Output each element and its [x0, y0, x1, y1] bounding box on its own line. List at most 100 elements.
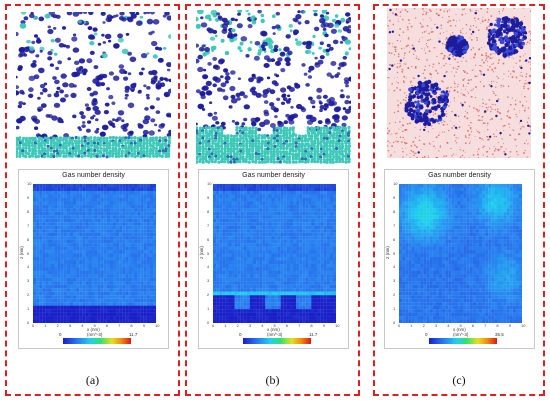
- density-cell: [320, 274, 324, 278]
- density-cell: [271, 208, 275, 212]
- density-cell: [112, 267, 117, 271]
- density-cell: [314, 263, 318, 268]
- gas-molecule: [285, 99, 291, 104]
- wall-atom: [223, 136, 227, 140]
- wall-atom: [154, 136, 158, 140]
- gas-molecule: [125, 123, 129, 126]
- density-cell: [91, 246, 95, 251]
- density-cell: [286, 232, 290, 237]
- density-cell: [119, 218, 123, 223]
- density-cell: [79, 246, 83, 251]
- wall-atom: [39, 141, 43, 145]
- density-cell: [63, 298, 67, 303]
- density-cell: [97, 291, 101, 296]
- wall-atom: [67, 143, 71, 147]
- density-cell: [79, 232, 83, 237]
- wall-atom: [285, 160, 289, 164]
- gas-molecule: [317, 120, 323, 125]
- density-cell: [240, 309, 244, 313]
- density-cell: [109, 201, 114, 205]
- density-cell: [259, 291, 263, 296]
- wall-atom: [56, 152, 60, 156]
- density-cell: [146, 295, 150, 299]
- density-cell: [72, 246, 77, 251]
- density-cell: [51, 295, 55, 299]
- wall-atom: [229, 152, 233, 156]
- density-cell: [72, 277, 77, 282]
- density-cell: [280, 298, 284, 303]
- density-cell: [240, 316, 244, 320]
- density-cell: [249, 187, 254, 192]
- density-cell: [94, 298, 98, 303]
- wall-atom: [95, 146, 100, 150]
- density-cell: [152, 302, 156, 306]
- density-cell: [131, 267, 135, 271]
- density-cell: [280, 232, 284, 237]
- density-cell: [134, 187, 138, 192]
- gas-molecule: [84, 103, 89, 107]
- wall-atom: [334, 144, 339, 148]
- wall-atom: [111, 154, 115, 158]
- density-cell: [69, 239, 74, 244]
- gas-molecule-light: [237, 46, 242, 50]
- density-cell: [51, 284, 55, 289]
- gas-molecule: [228, 105, 233, 109]
- density-cell: [48, 256, 52, 261]
- density-cell: [91, 208, 95, 212]
- density-cell: [48, 263, 52, 268]
- density-cell: [222, 302, 226, 306]
- density-cell: [125, 270, 129, 275]
- density-cell: [63, 190, 67, 195]
- density-cell: [302, 190, 306, 195]
- density-cell: [274, 309, 278, 313]
- gas-molecule: [101, 33, 105, 37]
- density-cell: [240, 187, 244, 192]
- density-cell: [131, 194, 135, 199]
- density-cell: [219, 222, 223, 226]
- density-cell: [122, 232, 126, 237]
- density-cell: [36, 239, 40, 244]
- density-cell: [109, 319, 114, 323]
- density-cell: [259, 190, 263, 195]
- density-cell: [311, 246, 315, 251]
- density-cell: [76, 319, 80, 323]
- density-cell: [222, 288, 226, 292]
- density-cell: [140, 263, 144, 268]
- wall-atom: [196, 157, 199, 161]
- density-cell: [329, 208, 334, 212]
- density-cell: [283, 229, 287, 233]
- density-cell: [265, 243, 269, 247]
- wall-atom: [263, 152, 267, 156]
- wall-atom: [80, 154, 84, 159]
- density-cell: [82, 201, 86, 205]
- wall-atom: [235, 128, 239, 132]
- density-cell: [234, 225, 238, 230]
- gas-molecule: [236, 97, 241, 101]
- density-cell: [243, 309, 247, 313]
- wall-atom: [87, 151, 91, 155]
- wall-atom: [263, 160, 267, 164]
- density-cell: [100, 263, 104, 268]
- density-cell: [103, 312, 107, 317]
- wall-atom: [210, 136, 215, 140]
- density-cell: [57, 218, 61, 223]
- density-cell: [54, 250, 58, 254]
- wall-atom: [46, 147, 50, 151]
- density-cell: [103, 309, 107, 313]
- density-cell: [308, 284, 312, 289]
- density-cell: [137, 316, 141, 320]
- density-cell: [323, 197, 327, 202]
- density-cell: [54, 281, 58, 285]
- gas-molecule: [319, 108, 323, 113]
- density-cell: [131, 312, 135, 317]
- density-cell: [274, 284, 278, 289]
- density-cell: [91, 201, 95, 205]
- gas-molecule: [124, 96, 128, 100]
- density-cell: [277, 277, 281, 282]
- density-cell: [39, 243, 43, 247]
- wall-atom: [319, 128, 323, 132]
- wall-atom: [247, 131, 252, 135]
- density-cell: [88, 316, 92, 320]
- density-cell: [274, 236, 278, 240]
- wall-atom: [266, 155, 270, 159]
